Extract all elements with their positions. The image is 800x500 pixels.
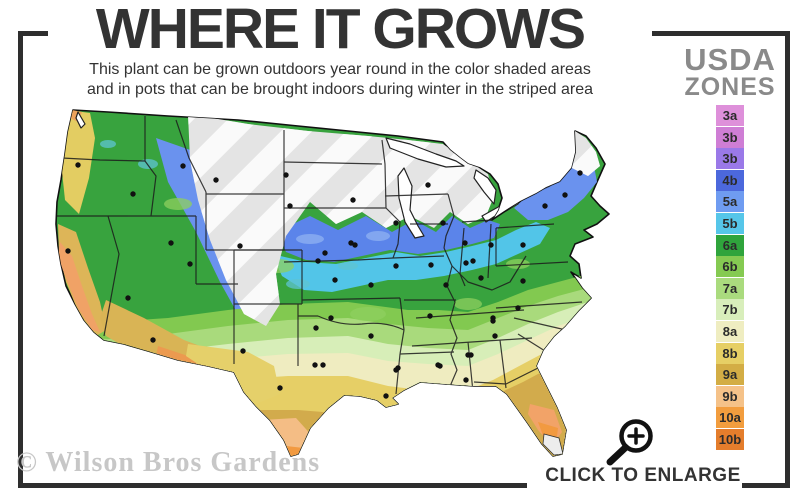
frame-top-left-segment [18,31,48,36]
zone-swatch-6a: 6a [716,234,744,256]
usda-zones-legend: USDA ZONES 3a 3b 3b 4b 5a 5b 6a 6b 7a 7b 8a 8b 9a 9b 1… [660,44,800,450]
frame-left-border [18,31,23,488]
zone-swatch-9a: 9a [716,364,744,386]
zone-swatch-5a: 5a [716,191,744,213]
state-borders [57,116,583,397]
zone-swatch-4b: 4b [716,169,744,191]
legend-title-zones: ZONES [684,73,776,101]
florida-tip-gray [542,433,564,456]
subtitle-line-2: and in pots that can be brought indoors … [86,81,594,99]
zone-blue-midwest [276,216,500,262]
zone-swatch-8b: 8b [716,342,744,364]
zone-swatch-10b: 10b [716,428,744,450]
zone-swatch-8a: 8a [716,320,744,342]
lake-huron [473,169,497,205]
magnifier-plus-icon[interactable] [602,416,660,468]
zone-swatch-7b: 7b [716,299,744,321]
frame-bottom-left-segment [18,483,527,488]
zone-swatch-5b: 5b [716,212,744,234]
subtitle-line-1: This plant can be grown outdoors year ro… [89,61,591,78]
zone-swatch-3a: 3a [716,105,744,126]
zone-swatch-7a: 7a [716,277,744,299]
page-title: WHERE IT GROWS [95,0,586,61]
zone-swatch-list: 3a 3b 3b 4b 5a 5b 6a 6b 7a 7b 8a 8b 9a 9b 10a 10b [660,105,800,450]
click-to-enlarge-button[interactable]: CLICK TO ENLARGE [545,465,741,486]
zone-swatch-3b: 3b [716,126,744,148]
lake-michigan [397,167,425,239]
zone-blue-northeast [514,154,597,220]
subtitle: This plant can be grown outdoors year ro… [30,60,650,101]
zone-swatch-10a: 10a [716,407,744,429]
puget-sound [75,111,86,129]
watermark: © Wilson Bros Gardens [16,447,321,478]
legend-title-usda: USDA [684,42,776,77]
frame-top-right-segment [652,31,790,36]
zone-orange-arizona [156,346,228,368]
zone-swatch-6b: 6b [716,256,744,278]
lake-superior [385,137,465,168]
zone-yellow-pacific-northwest [61,110,95,214]
zone-swatch-9b: 9b [716,385,744,407]
frame-bottom-right-segment [742,483,790,488]
zone-orange-california-coast [58,242,100,332]
zone-swatch-3b: 3b [716,148,744,170]
frame-right-border [785,31,790,488]
usda-zone-map[interactable] [48,104,668,484]
